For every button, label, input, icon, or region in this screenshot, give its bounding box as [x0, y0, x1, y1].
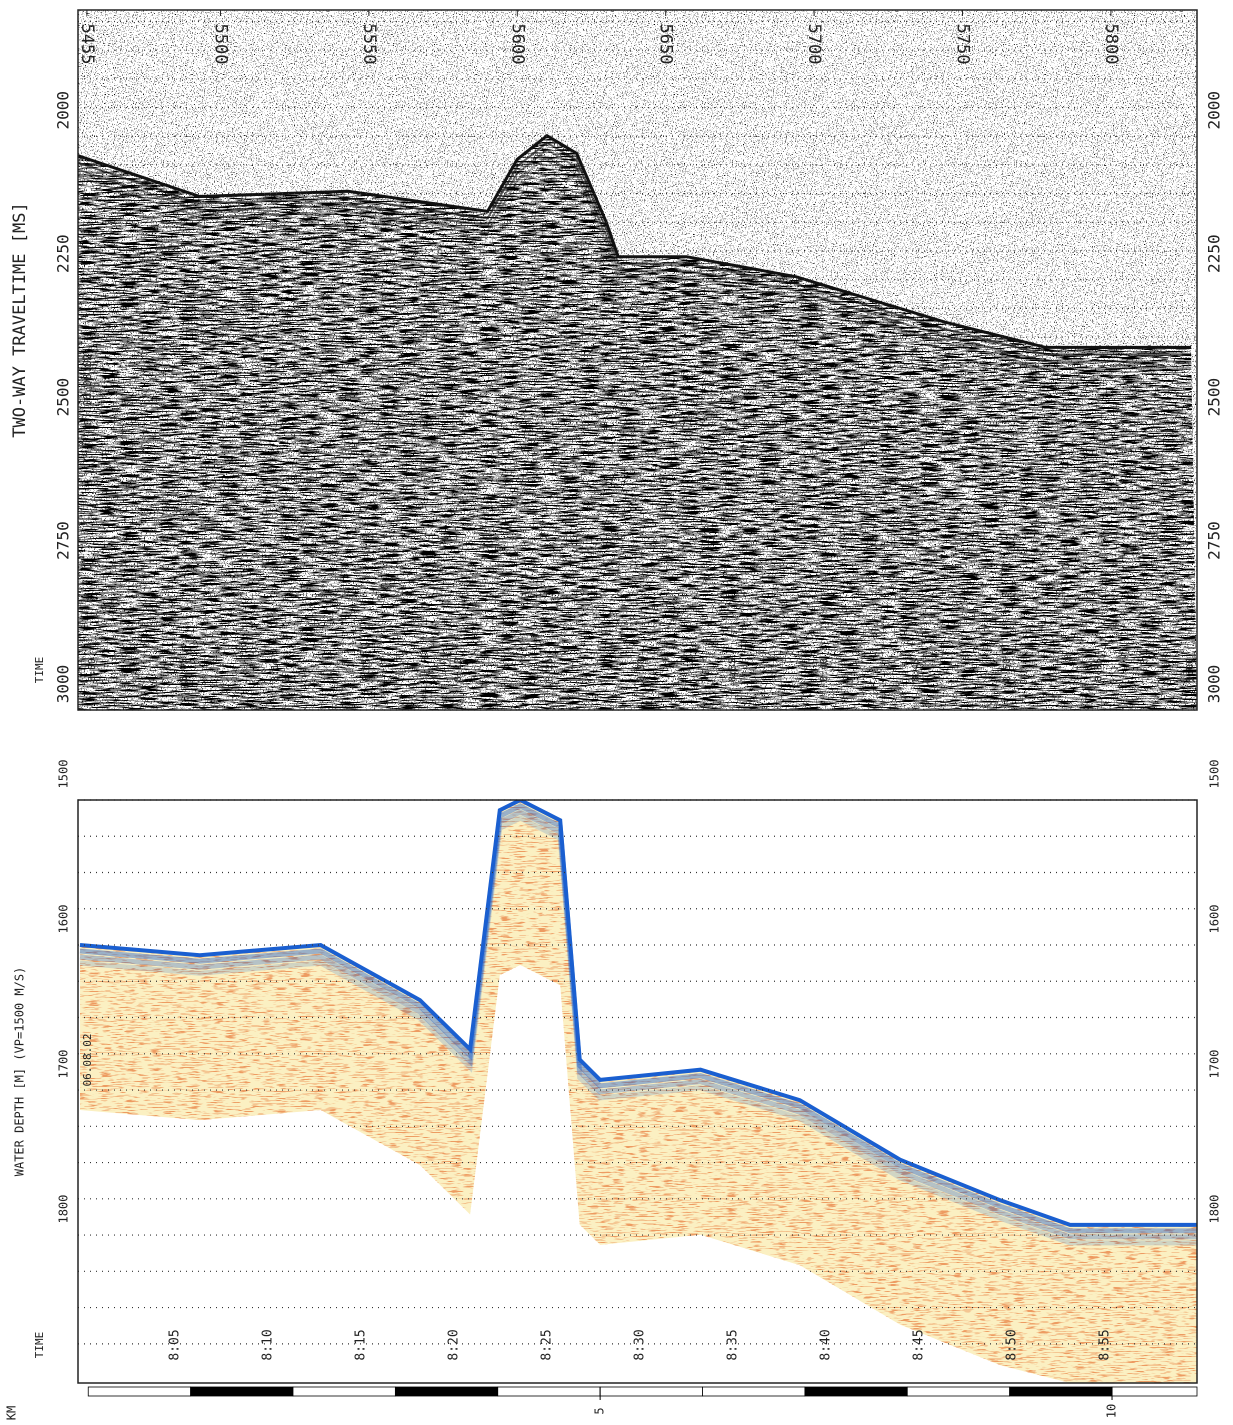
time-label: 8:25 [545, 658, 556, 682]
time-axis-label: TIME [33, 1332, 46, 1359]
plot-area [78, 800, 1197, 1383]
x-tick-label: 5750 [953, 24, 973, 65]
y-tick-label: 2500 [1205, 378, 1224, 417]
subsurface [78, 800, 1197, 1383]
x-tick-label: 5800 [1101, 24, 1121, 65]
scale-segment [498, 1387, 600, 1396]
time-label: 8:15 [362, 658, 373, 682]
scale-segment [703, 1387, 805, 1396]
time-label: 8:35 [728, 658, 739, 682]
y-tick-label: 1600 [57, 905, 71, 934]
x-axis-label: KM [5, 1406, 19, 1420]
time-label: 8:05 [168, 1329, 183, 1360]
time-label: 8:35 [726, 1329, 741, 1360]
time-label: 8:45 [911, 658, 922, 682]
time-label: 8:15 [354, 1329, 369, 1360]
y-tick-label: 1800 [1208, 1195, 1222, 1224]
scale-segment [88, 1387, 190, 1396]
y-tick-label: 1500 [57, 760, 71, 789]
y-tick-label: 1600 [1208, 905, 1222, 934]
scale-segment [1112, 1387, 1197, 1396]
y-tick-label: 2750 [1205, 521, 1224, 560]
y-tick-label: 2750 [54, 521, 73, 560]
y-axis-label: WATER DEPTH [M] (VP=1500 M/S) [13, 967, 27, 1177]
time-label: 8:30 [633, 1329, 648, 1360]
time-label: 9:00 [1185, 658, 1196, 682]
y-tick-label: 1700 [1208, 1050, 1222, 1079]
y-tick-label: 3000 [1205, 665, 1224, 704]
subsurface-noise [78, 800, 1197, 1383]
y-tick-label: 1700 [57, 1050, 71, 1079]
y-tick-label: 1800 [57, 1195, 71, 1224]
time-label: 8:45 [912, 1329, 927, 1360]
time-label: 8:55 [1094, 658, 1105, 682]
x-tick-label: 5700 [804, 24, 824, 65]
y-tick-label: 2000 [1205, 91, 1224, 130]
scale-segment [805, 1387, 907, 1396]
time-label: 8:05 [179, 658, 190, 682]
time-label: 8:40 [819, 658, 830, 682]
y-axis-label: TWO-WAY TRAVELTIME [MS] [10, 202, 30, 437]
time-label: 8:50 [1005, 1329, 1020, 1360]
seismic-figure: 2000 2000 2250 2250 2500 2500 2750 2750 3000 3000… [0, 0, 1233, 1425]
y-tick-label: 2000 [54, 91, 73, 130]
y-tick-label: 2250 [1205, 234, 1224, 273]
annotation: 06.08.02 [81, 1034, 94, 1087]
time-label: 8:40 [819, 1329, 834, 1360]
scale-segment [191, 1387, 293, 1396]
x-tick-label: 5 [593, 1407, 607, 1414]
y-tick-label: 2500 [54, 378, 73, 417]
time-label: 8:20 [453, 658, 464, 682]
annotation: 06.08.02 [81, 354, 94, 407]
scale-segment [1010, 1387, 1112, 1396]
time-label: 8:25 [540, 1329, 555, 1360]
time-label: 8:10 [270, 658, 281, 682]
x-tick-label: 5455 [77, 24, 97, 65]
time-axis-label: TIME [33, 657, 46, 684]
x-tick-label: 5550 [359, 24, 379, 65]
y-tick-label: 1500 [1208, 760, 1222, 789]
y-tick-label: 2250 [54, 234, 73, 273]
time-label: 8:50 [1002, 658, 1013, 682]
scale-segment [395, 1387, 497, 1396]
x-tick-label: 5500 [210, 24, 230, 65]
x-tick-label: 5650 [656, 24, 676, 65]
scale-segment [293, 1387, 395, 1396]
x-tick-label: 5600 [507, 24, 527, 65]
time-label: 8:00 [87, 658, 98, 682]
time-label: 8:10 [261, 1329, 276, 1360]
time-label: 8:20 [447, 1329, 462, 1360]
time-label: 8:30 [636, 658, 647, 682]
x-tick-label: 10 [1105, 1404, 1119, 1418]
time-label: 8:55 [1098, 1329, 1113, 1360]
plot-area [78, 10, 1197, 710]
scale-segment [907, 1387, 1009, 1396]
scale-segment [600, 1387, 702, 1396]
y-tick-label: 3000 [54, 665, 73, 704]
